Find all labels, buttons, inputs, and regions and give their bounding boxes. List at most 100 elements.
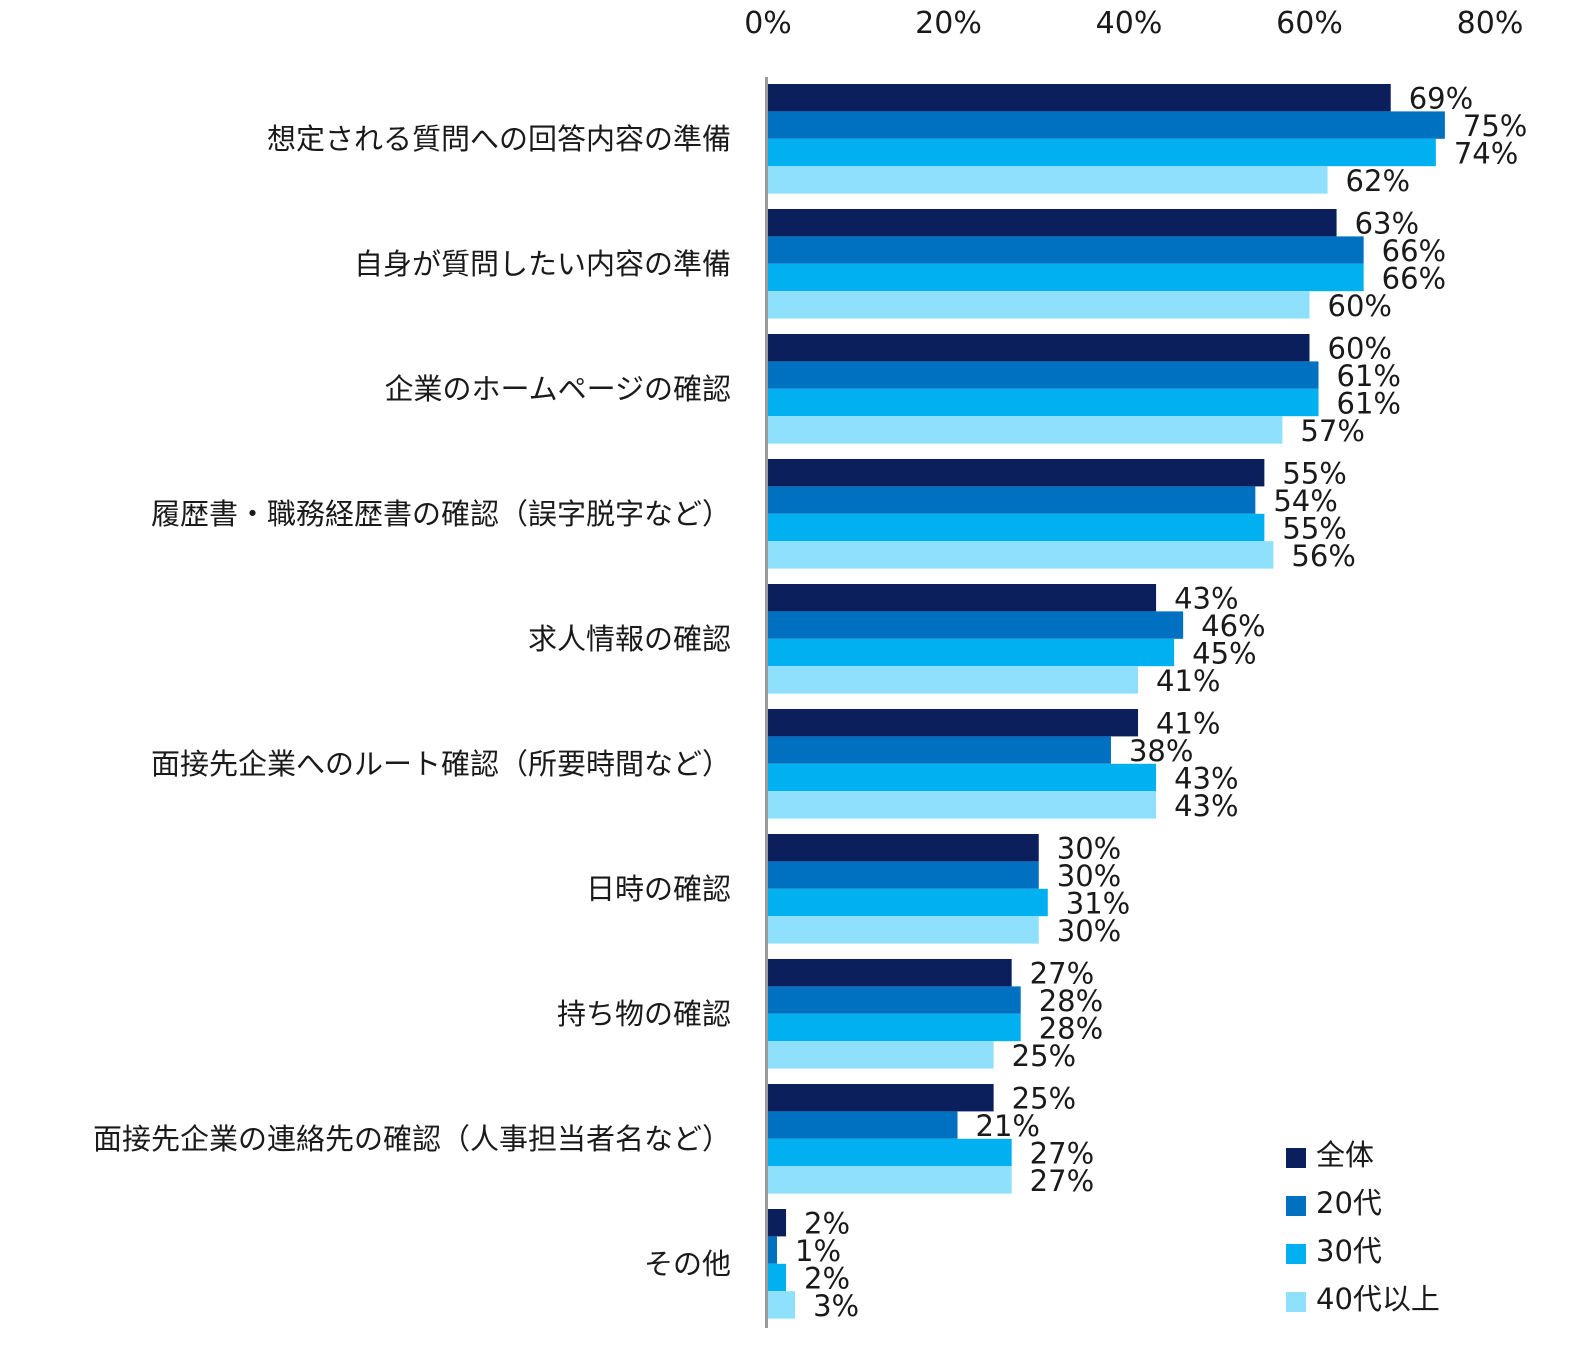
bar bbox=[768, 916, 1039, 944]
bar-value-label: 66% bbox=[1382, 262, 1446, 296]
category-label: 持ち物の確認 bbox=[557, 997, 731, 1031]
x-tick-label: 20% bbox=[915, 6, 982, 41]
bar-value-label: 43% bbox=[1174, 762, 1238, 796]
bar-value-label: 1% bbox=[795, 1234, 841, 1268]
bar bbox=[768, 1084, 994, 1112]
category-label: 企業のホームページの確認 bbox=[384, 372, 731, 406]
bar bbox=[768, 459, 1265, 487]
bar bbox=[768, 334, 1310, 362]
bar bbox=[768, 138, 1436, 167]
bar-value-label: 31% bbox=[1066, 887, 1130, 921]
legend-swatch bbox=[1286, 1292, 1306, 1312]
x-tick-label: 40% bbox=[1096, 6, 1163, 41]
category-label: 求人情報の確認 bbox=[528, 622, 731, 656]
bar bbox=[768, 361, 1319, 389]
bar bbox=[768, 1166, 1012, 1194]
bar-value-label: 30% bbox=[1057, 914, 1121, 948]
bars bbox=[768, 84, 1445, 1319]
bar-value-label: 61% bbox=[1337, 359, 1401, 393]
bar bbox=[768, 84, 1391, 112]
bar-value-label: 28% bbox=[1039, 1012, 1103, 1046]
bar bbox=[768, 263, 1364, 292]
bar-value-label: 63% bbox=[1355, 207, 1419, 241]
legend-label: 40代以上 bbox=[1316, 1282, 1440, 1316]
bar bbox=[768, 111, 1445, 139]
category-label: 自身が質問したい内容の準備 bbox=[354, 247, 731, 281]
bar bbox=[768, 986, 1021, 1014]
bar-value-label: 2% bbox=[804, 1207, 850, 1241]
bar-value-label: 66% bbox=[1382, 234, 1446, 268]
bar-value-label: 21% bbox=[976, 1109, 1040, 1143]
bar-value-label: 43% bbox=[1174, 789, 1238, 823]
bar bbox=[768, 166, 1328, 194]
x-tick-label: 0% bbox=[744, 6, 792, 41]
bar-value-label: 55% bbox=[1282, 457, 1346, 491]
bar bbox=[768, 1263, 787, 1292]
bar bbox=[768, 584, 1157, 612]
x-tick-label: 80% bbox=[1457, 6, 1524, 41]
bar bbox=[768, 709, 1139, 737]
bar bbox=[768, 416, 1283, 444]
bar-value-label: 28% bbox=[1039, 984, 1103, 1018]
bar-value-label: 46% bbox=[1201, 609, 1265, 643]
bar bbox=[768, 209, 1337, 237]
legend: 全体 20代 30代 40代以上 bbox=[1286, 1138, 1440, 1316]
bar-value-label: 60% bbox=[1328, 289, 1392, 323]
legend-swatch bbox=[1286, 1244, 1306, 1264]
bar bbox=[768, 834, 1039, 862]
bar-value-label: 61% bbox=[1337, 387, 1401, 421]
bar-value-label: 25% bbox=[1012, 1039, 1076, 1073]
x-tick-label: 60% bbox=[1276, 6, 1343, 41]
category-label: 面接先企業へのルート確認（所要時間など） bbox=[151, 747, 731, 781]
legend-swatch bbox=[1286, 1196, 1306, 1216]
category-label: 日時の確認 bbox=[586, 872, 731, 906]
bar bbox=[768, 1209, 787, 1237]
bar-value-label: 27% bbox=[1030, 1137, 1094, 1171]
bar-value-label: 69% bbox=[1409, 82, 1473, 116]
bar bbox=[768, 666, 1139, 694]
bar-value-label: 75% bbox=[1463, 109, 1527, 143]
legend-label: 20代 bbox=[1316, 1186, 1382, 1220]
bar-value-label: 38% bbox=[1129, 734, 1193, 768]
bar bbox=[768, 388, 1319, 417]
bar-value-label: 54% bbox=[1273, 484, 1337, 518]
category-label: その他 bbox=[644, 1247, 731, 1281]
bar-value-label: 30% bbox=[1057, 832, 1121, 866]
legend-swatch bbox=[1286, 1148, 1306, 1168]
bar bbox=[768, 791, 1157, 819]
bar bbox=[768, 513, 1265, 542]
bar-value-label: 55% bbox=[1282, 512, 1346, 546]
bar bbox=[768, 236, 1364, 264]
bar bbox=[768, 1236, 778, 1264]
category-label: 想定される質問への回答内容の準備 bbox=[267, 122, 731, 156]
bar-value-label: 27% bbox=[1030, 957, 1094, 991]
bar bbox=[768, 1013, 1021, 1042]
value-labels: 69%75%74%62%63%66%66%60%60%61%61%57%55%5… bbox=[795, 82, 1527, 1323]
bar bbox=[768, 291, 1310, 319]
category-label: 履歴書・職務経歴書の確認（誤字脱字など） bbox=[151, 497, 731, 531]
category-labels: 想定される質問への回答内容の準備自身が質問したい内容の準備企業のホームページの確… bbox=[93, 122, 731, 1281]
bar bbox=[768, 959, 1012, 987]
bar bbox=[768, 486, 1256, 514]
bar bbox=[768, 763, 1157, 792]
bar bbox=[768, 888, 1048, 917]
bar-value-label: 56% bbox=[1291, 539, 1355, 573]
bar-value-label: 74% bbox=[1454, 137, 1518, 171]
x-axis-ticks: 0% 20% 40% 60% 80% bbox=[744, 6, 1523, 41]
bar-value-label: 27% bbox=[1030, 1164, 1094, 1198]
bar-value-label: 3% bbox=[813, 1289, 859, 1323]
bar bbox=[768, 861, 1039, 889]
legend-label: 全体 bbox=[1316, 1138, 1374, 1172]
bar bbox=[768, 611, 1184, 639]
bar-value-label: 25% bbox=[1012, 1082, 1076, 1116]
legend-label: 30代 bbox=[1316, 1234, 1382, 1268]
bar-value-label: 62% bbox=[1346, 164, 1410, 198]
bar bbox=[768, 541, 1274, 569]
bar bbox=[768, 1138, 1012, 1167]
bar-value-label: 41% bbox=[1156, 664, 1220, 698]
bar bbox=[768, 1041, 994, 1069]
bar-value-label: 57% bbox=[1300, 414, 1364, 448]
bar bbox=[768, 1291, 796, 1319]
bar bbox=[768, 638, 1175, 667]
